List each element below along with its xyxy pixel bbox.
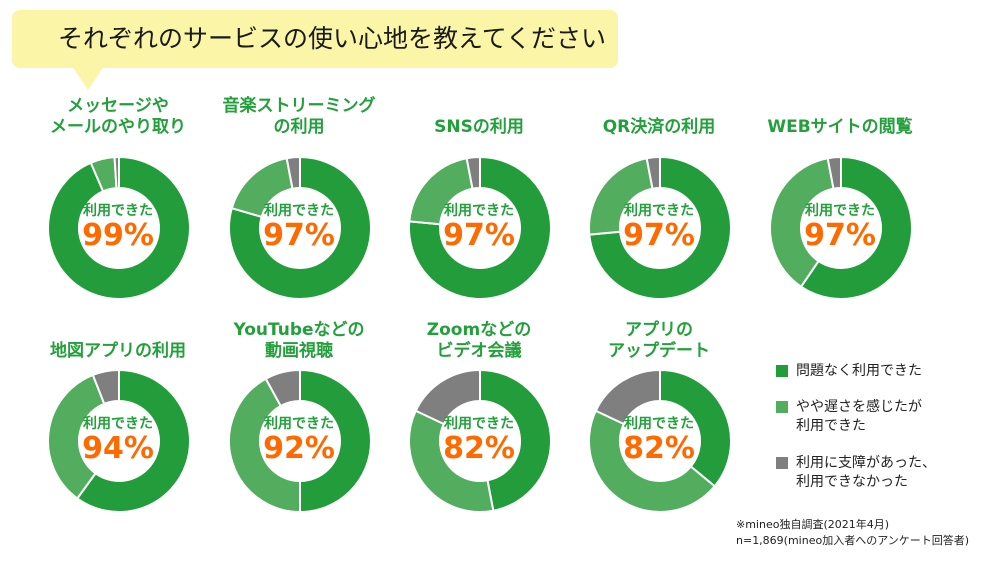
donut-center-percent: 92% bbox=[263, 431, 335, 466]
donut-slice-problem bbox=[594, 368, 661, 426]
donut-center-label: 利用できた bbox=[264, 203, 334, 219]
donut-title: SNSの利用 bbox=[434, 117, 524, 137]
donut-slice-problem bbox=[285, 155, 301, 190]
donut-slice-no-problem bbox=[47, 155, 191, 300]
donut-chart bbox=[47, 155, 191, 300]
donut-center-percent: 97% bbox=[443, 218, 515, 253]
donut-slice-problem bbox=[465, 155, 481, 190]
donut-slice-problem bbox=[264, 368, 301, 408]
donut-card-3: SNSの利用利用できた 97% bbox=[394, 96, 564, 303]
donut-slice-no-problem bbox=[659, 368, 732, 488]
donut-title: 地図アプリの利用 bbox=[50, 341, 186, 361]
bubble-tail bbox=[72, 66, 104, 90]
donut-center-label: 利用できた bbox=[805, 203, 875, 219]
donut-slice-problem bbox=[645, 155, 661, 190]
donut-slice-somewhat-slow bbox=[47, 373, 106, 500]
donut-slice-no-problem bbox=[479, 368, 552, 512]
donut-slice-somewhat-slow bbox=[228, 377, 301, 514]
donut-title: アプリの アップデート bbox=[608, 320, 710, 361]
legend-swatch-somewhat-slow bbox=[776, 401, 788, 413]
donut-chart bbox=[588, 155, 732, 300]
donut-center-label: 利用できた bbox=[444, 203, 514, 219]
donut-chart bbox=[228, 155, 372, 300]
donut-title: YouTubeなどの 動画視聴 bbox=[233, 320, 365, 361]
donut-center-percent: 94% bbox=[82, 431, 154, 466]
donut-center-percent: 97% bbox=[804, 218, 876, 253]
donut-chart bbox=[408, 155, 552, 300]
donut-slice-no-problem bbox=[588, 155, 732, 300]
donut-center-label: 利用できた bbox=[444, 416, 514, 432]
donut-card-1: メッセージや メールのやり取り利用できた 99% bbox=[33, 96, 203, 303]
donut-center-label: 利用できた bbox=[264, 416, 334, 432]
donut-card-5: WEBサイトの閲覧利用できた 97% bbox=[755, 96, 925, 303]
donut-title: QR決済の利用 bbox=[602, 117, 716, 137]
sample-note: n=1,869(mineo加入者へのアンケート回答者) bbox=[736, 534, 970, 547]
source-note: ※mineo独自調査(2021年4月) bbox=[736, 518, 890, 531]
donut-center-percent: 82% bbox=[623, 431, 695, 466]
donut-center-percent: 97% bbox=[263, 218, 335, 253]
donut-title: メッセージや メールのやり取り bbox=[50, 96, 186, 137]
donut-slice-problem bbox=[414, 368, 481, 426]
donut-card-9: アプリの アップデート利用できた 82% bbox=[574, 320, 744, 516]
legend-label-somewhat-slow: やや遅さを感じたが 利用できた bbox=[796, 399, 922, 434]
donut-card-4: QR決済の利用利用できた 97% bbox=[574, 96, 744, 303]
donut-center-percent: 99% bbox=[82, 218, 154, 253]
donut-chart bbox=[588, 368, 732, 513]
donut-title: Zoomなどの ビデオ会議 bbox=[426, 320, 532, 361]
page-title: それぞれのサービスの使い心地を教えてください bbox=[58, 24, 607, 53]
donut-center-percent: 97% bbox=[623, 218, 695, 253]
donut-slice-somewhat-slow bbox=[588, 409, 717, 513]
donut-chart bbox=[47, 368, 191, 513]
legend-label-problem: 利用に支障があった、 利用できなかった bbox=[796, 455, 936, 490]
legend-swatch-problem bbox=[776, 457, 788, 469]
donut-center-label: 利用できた bbox=[624, 203, 694, 219]
legend-label-no-problem: 問題なく利用できた bbox=[796, 363, 922, 379]
donut-card-6: 地図アプリの利用利用できた 94% bbox=[33, 320, 203, 516]
question-bubble: それぞれのサービスの使い心地を教えてください bbox=[12, 10, 618, 68]
donut-slice-no-problem bbox=[799, 155, 913, 300]
donut-title: 音楽ストリーミング の利用 bbox=[222, 96, 376, 137]
donut-slice-problem bbox=[91, 368, 120, 406]
donut-slice-no-problem bbox=[228, 155, 372, 300]
donut-slice-somewhat-slow bbox=[408, 409, 495, 513]
donut-chart bbox=[769, 155, 913, 300]
donut-chart bbox=[228, 368, 372, 514]
donut-center-label: 利用できた bbox=[83, 416, 153, 432]
donut-slice-no-problem bbox=[408, 155, 552, 300]
donut-slice-problem bbox=[113, 155, 120, 190]
donut-chart bbox=[408, 368, 552, 513]
donut-center-label: 利用できた bbox=[624, 416, 694, 432]
donut-slice-no-problem bbox=[75, 368, 191, 513]
donut-card-2: 音楽ストリーミング の利用利用できた 97% bbox=[214, 96, 384, 303]
legend-swatch-no-problem bbox=[776, 365, 788, 377]
donut-slice-problem bbox=[826, 155, 842, 190]
donut-card-7: YouTubeなどの 動画視聴利用できた 92% bbox=[214, 320, 384, 516]
donut-title: WEBサイトの閲覧 bbox=[767, 117, 913, 137]
donut-center-label: 利用できた bbox=[83, 203, 153, 219]
donut-slice-no-problem bbox=[299, 368, 372, 514]
donut-card-8: Zoomなどの ビデオ会議利用できた 82% bbox=[394, 320, 564, 516]
donut-center-percent: 82% bbox=[443, 431, 515, 466]
donut-slice-somewhat-slow bbox=[769, 157, 835, 289]
